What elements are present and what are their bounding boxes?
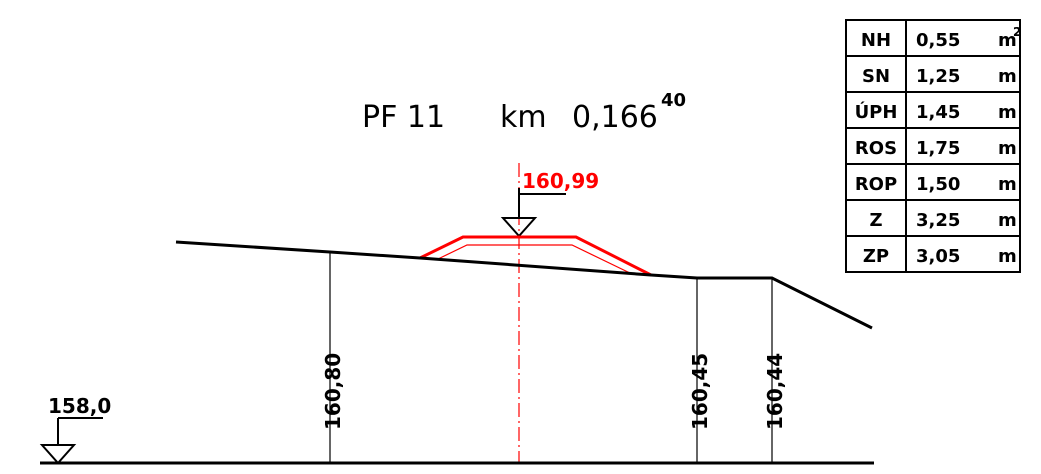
terrain-line — [175, 240, 873, 330]
parameter-unit: m — [998, 246, 1017, 267]
profile-title: PF 11 km 0,166 40 — [362, 90, 686, 135]
datum-marker: 158,0 — [39, 394, 111, 465]
table-row: ROS 1,75 m — [855, 138, 1017, 159]
parameter-code: SN — [862, 66, 890, 87]
parameter-code: ZP — [863, 246, 889, 267]
terrain-level-label: 160,45 — [688, 353, 712, 430]
table-row: ROP 1,50 m — [855, 174, 1017, 195]
parameter-unit-superscript: 2 — [1013, 25, 1021, 39]
parameter-code: Z — [869, 210, 882, 231]
parameter-value: 0,55 — [916, 30, 960, 51]
parameter-value: 3,25 — [916, 210, 960, 231]
parameter-value: 1,25 — [916, 66, 960, 87]
parameter-code: NH — [861, 30, 891, 51]
parameter-value: 1,45 — [916, 102, 960, 123]
parameter-value: 1,50 — [916, 174, 960, 195]
embankment-outline — [419, 235, 652, 277]
station-value: 0,166 — [572, 100, 658, 135]
parameter-unit: m — [998, 174, 1017, 195]
parameter-code: ROP — [855, 174, 897, 195]
parameter-code: ROS — [855, 138, 897, 159]
parameter-value: 1,75 — [916, 138, 960, 159]
terrain-level-label: 160,44 — [763, 353, 787, 430]
axis-level-marker: 160,99 — [500, 169, 599, 238]
parameter-code: ÚPH — [855, 101, 898, 123]
table-row: Z 3,25 m — [869, 210, 1016, 231]
datum-level-label: 158,0 — [48, 394, 111, 418]
profile-number: PF 11 — [362, 100, 445, 135]
parameter-unit: m — [998, 66, 1017, 87]
table-row: ÚPH 1,45 m — [855, 101, 1017, 123]
km-label: km — [500, 100, 547, 135]
station-plus: 40 — [661, 90, 686, 111]
parameter-unit: m — [998, 210, 1017, 231]
table-row: NH 0,55 m2 — [861, 25, 1021, 51]
table-row: ZP 3,05 m — [863, 246, 1017, 267]
parameter-unit: m — [998, 138, 1017, 159]
table-border — [845, 19, 1021, 273]
parameter-unit: m — [998, 102, 1017, 123]
axis-level-label: 160,99 — [522, 169, 599, 193]
table-row: SN 1,25 m — [862, 66, 1017, 87]
parameter-unit: m — [998, 30, 1017, 51]
terrain-level-label: 160,80 — [321, 353, 345, 430]
parameter-value: 3,05 — [916, 246, 960, 267]
